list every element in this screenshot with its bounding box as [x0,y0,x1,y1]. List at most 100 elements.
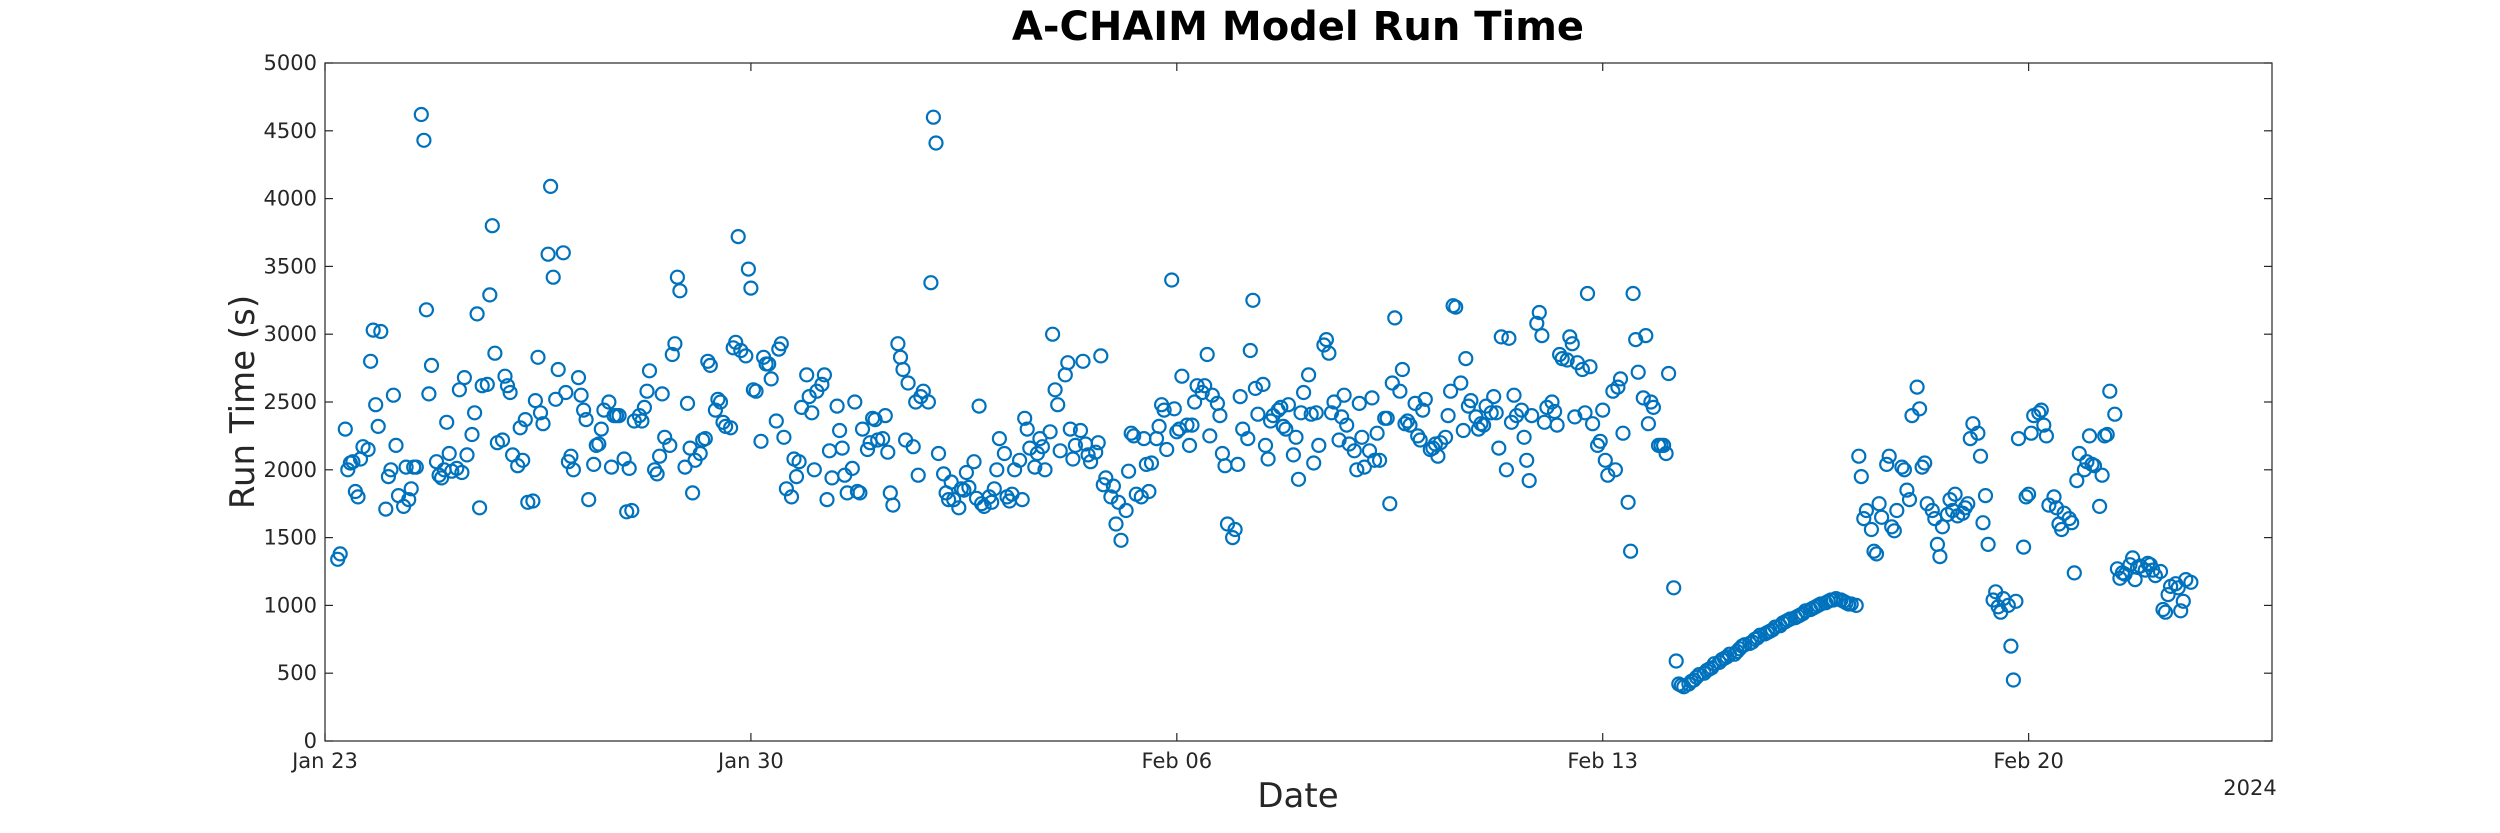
data-point [859,441,876,458]
data-point [1628,332,1644,348]
data-point [1156,402,1172,418]
data-point [1584,416,1601,432]
data-point [961,479,977,495]
data-point [1894,459,1910,475]
data-point [1620,494,1636,510]
data-point [748,383,764,399]
data-point [1382,496,1398,512]
data-point [928,135,944,151]
data-point [1415,402,1431,418]
data-point [350,489,366,505]
data-point [1975,515,1991,531]
data-point [1858,502,1875,519]
data-point [467,405,483,421]
data-point [1204,387,1220,403]
y-tick-label: 1500 [264,526,317,550]
data-point [1151,418,1167,434]
data-point [761,356,777,372]
data-point [1379,410,1395,426]
data-point [378,501,394,517]
data-point [586,456,602,472]
data-point [940,492,957,508]
data-point [1544,394,1560,410]
data-point [1970,425,1986,441]
data-point [702,357,718,373]
data-point [2173,603,2189,619]
x-tick-label: Jan 30 [716,749,784,773]
y-tick-label: 5000 [264,51,317,75]
x-tick-label: Jan 23 [290,749,358,773]
data-point [469,306,485,322]
data-point [1909,379,1925,395]
data-point [923,275,939,291]
data-point [1947,486,1963,502]
data-point [2015,539,2032,555]
data-point [2020,486,2037,502]
data-point [1531,304,1547,321]
data-point [1896,462,1913,478]
data-point [1108,516,1124,532]
data-point [636,399,653,415]
y-tick-label: 4500 [264,119,317,143]
data-point [2033,402,2049,418]
data-point [1972,448,1989,464]
data-point [1960,496,1976,512]
data-point [649,466,665,482]
data-point [2099,426,2115,443]
data-point [1260,451,1276,467]
data-point [1574,361,1591,378]
data-point [2031,405,2047,421]
data-point [1184,417,1200,433]
data-point [783,489,800,505]
data-point [1199,346,1215,363]
data-point [662,437,678,453]
data-point [1369,425,1385,441]
data-point [1615,425,1631,441]
data-point [738,348,754,364]
data-point [591,436,607,452]
data-point [1412,432,1428,448]
data-point [1934,519,1951,535]
data-point [1911,401,1928,417]
data-point [621,460,637,476]
data-point [2157,604,2174,620]
data-point [996,445,1013,462]
data-point [1072,422,1089,439]
data-point [459,447,475,463]
data-point [1245,292,1261,308]
data-point [654,386,670,402]
data-point [332,546,348,562]
data-point [1247,380,1264,396]
data-point [1202,428,1218,444]
data-point [852,485,868,501]
data-point [1622,543,1639,559]
data-point [1448,299,1464,315]
data-point [1019,421,1035,437]
data-point [1980,536,1996,553]
data-point [763,371,779,387]
x-tick-label: Feb 13 [1567,749,1638,773]
data-point [2064,515,2080,531]
data-point [365,322,381,338]
data-point [1356,459,1373,475]
data-point [639,383,655,399]
data-point [1169,424,1185,440]
data-point [540,246,556,262]
data-point [799,367,815,383]
data-point [497,368,513,384]
data-point [578,412,594,428]
data-point [1635,390,1651,406]
data-point [535,416,551,432]
data-point [1610,379,1626,395]
data-point [697,431,713,447]
data-point [1230,456,1246,472]
data-point [1295,384,1312,401]
data-point [2183,574,2199,590]
data-point [494,432,511,448]
data-point [573,387,589,403]
data-point [1308,405,1324,421]
data-point [2036,417,2052,433]
data-point [2122,557,2138,573]
data-point [373,323,389,340]
data-point [434,470,450,486]
